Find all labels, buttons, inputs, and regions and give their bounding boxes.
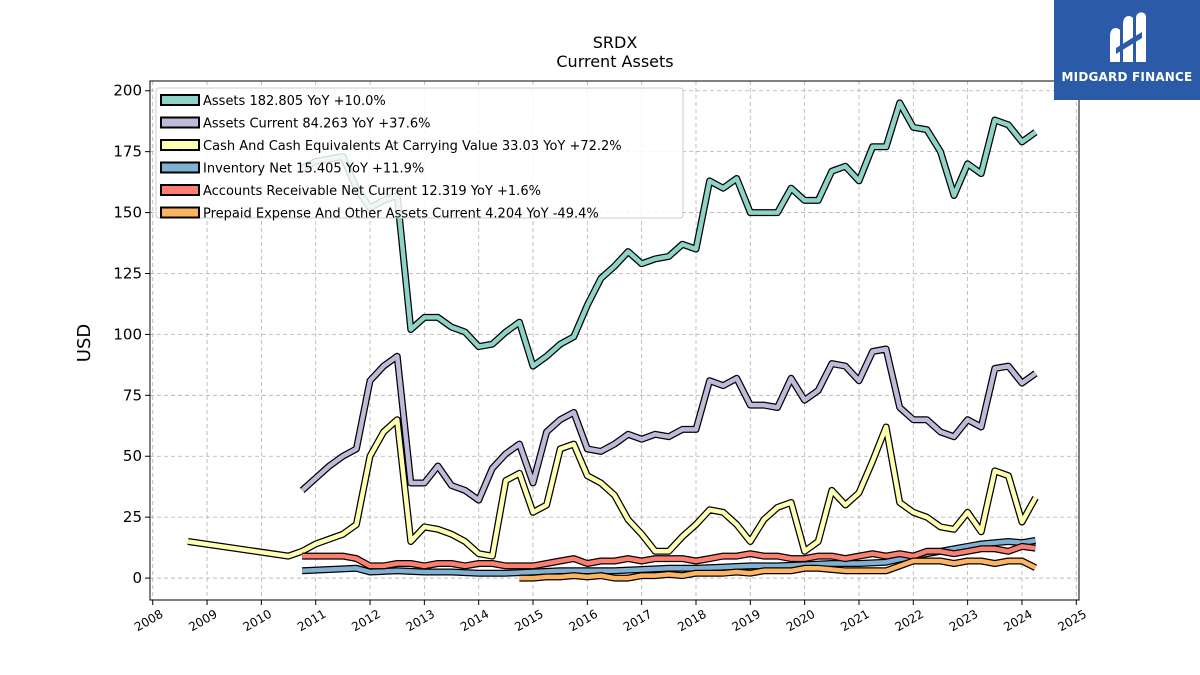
y-tick-label: 150 <box>113 204 142 222</box>
mf-monogram-icon <box>1110 12 1146 62</box>
legend-label: Cash And Cash Equivalents At Carrying Va… <box>203 139 622 154</box>
legend-label: Prepaid Expense And Other Assets Current… <box>203 207 599 222</box>
legend-swatch <box>160 184 200 196</box>
series-1 <box>299 345 1038 504</box>
legend-swatch <box>160 161 200 174</box>
legend-label: Assets Current 84.263 YoY +37.6% <box>203 117 430 132</box>
series-line <box>301 100 1037 369</box>
x-tick-label: 2014 <box>458 607 491 634</box>
series-line <box>300 346 1037 503</box>
series-line <box>302 544 1036 569</box>
legend-entry: Assets 182.805 YoY +10.0% <box>160 94 386 109</box>
brand-name: MIDGARD FINANCE <box>1061 70 1193 84</box>
x-axis: 2008 2009 2010 2011 2012 2013 2014 2015 2016 2017… <box>132 600 1089 634</box>
x-tick-label: 2020 <box>784 607 817 634</box>
x-tick-label: 2024 <box>1001 607 1034 634</box>
plot-frame <box>149 80 1080 601</box>
x-tick-label: 2022 <box>893 607 926 634</box>
legend-entry: Accounts Receivable Net Current 12.319 Y… <box>160 184 541 199</box>
x-tick-label: 2016 <box>567 607 600 634</box>
y-tick-label: 75 <box>123 386 142 404</box>
brand-logo: MIDGARD FINANCE <box>1054 0 1200 100</box>
x-tick-label: 2012 <box>349 607 382 634</box>
legend-swatch <box>160 94 200 106</box>
series-line <box>519 558 1037 581</box>
legend-entry: Assets Current 84.263 YoY +37.6% <box>160 116 430 132</box>
x-tick-label: 2009 <box>186 607 219 634</box>
legend-entry: Inventory Net 15.405 YoY +11.9% <box>160 161 424 177</box>
chart-subtitle: Current Assets <box>556 52 673 71</box>
x-tick-label: 2011 <box>295 607 328 634</box>
legend-entry: Cash And Cash Equivalents At Carrying Va… <box>160 139 622 154</box>
y-axis: 0 25 50 75 100 125 150 175 200 <box>113 82 150 587</box>
x-tick-label: 2008 <box>132 607 165 634</box>
legend-box <box>155 87 684 219</box>
x-tick-label: 2025 <box>1056 607 1089 634</box>
y-tick-label: 50 <box>123 447 142 465</box>
legend-entry: Prepaid Expense And Other Assets Current… <box>160 206 599 222</box>
x-tick-label: 2021 <box>838 607 871 634</box>
y-tick-label: 175 <box>113 143 142 161</box>
series-0 <box>300 99 1038 370</box>
x-tick-label: 2013 <box>404 607 437 634</box>
y-tick-label: 0 <box>132 569 142 587</box>
legend-label: Inventory Net 15.405 YoY +11.9% <box>203 162 424 177</box>
series-2 <box>187 416 1039 560</box>
x-tick-label: 2010 <box>241 607 274 634</box>
legend: Assets 182.805 YoY +10.0% Assets Current … <box>155 87 684 222</box>
legend-swatch <box>160 116 200 129</box>
series-5 <box>519 557 1038 582</box>
series-line <box>301 538 1036 576</box>
series-line <box>187 417 1038 559</box>
series-4 <box>302 542 1036 570</box>
x-tick-label: 2023 <box>947 607 980 634</box>
series-line-outline <box>187 416 1039 560</box>
legend-label: Accounts Receivable Net Current 12.319 Y… <box>203 184 541 199</box>
x-tick-label: 2015 <box>512 607 545 634</box>
y-tick-label: 125 <box>113 264 142 282</box>
y-tick-label: 200 <box>113 82 142 100</box>
legend-label: Assets 182.805 YoY +10.0% <box>203 94 386 109</box>
x-tick-label: 2017 <box>621 607 654 634</box>
chart-title: SRDX <box>593 33 638 52</box>
y-tick-label: 100 <box>113 325 142 343</box>
y-axis-label: USD <box>74 324 95 362</box>
y-tick-label: 25 <box>123 508 142 526</box>
series-lines <box>187 99 1039 582</box>
x-tick-label: 2018 <box>675 607 708 634</box>
legend-swatch <box>160 139 200 151</box>
series-3 <box>301 537 1037 577</box>
legend-swatch <box>160 206 200 219</box>
x-tick-label: 2019 <box>730 607 763 634</box>
